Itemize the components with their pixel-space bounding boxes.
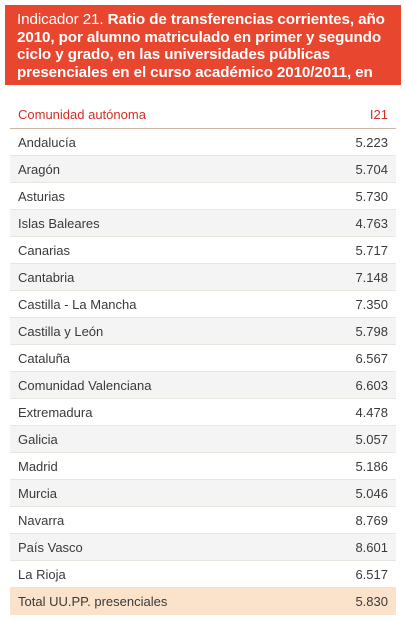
row-name: Galicia: [18, 431, 58, 447]
row-value: 5.057: [355, 431, 388, 447]
column-header-community: Comunidad autónoma: [18, 107, 146, 122]
row-name: Andalucía: [18, 134, 76, 150]
row-name: Cantabria: [18, 269, 75, 285]
table-row: Asturias 5.730: [10, 183, 396, 210]
row-name: Canarias: [18, 242, 71, 258]
indicator-title: Ratio de transferencias corrientes, año …: [17, 11, 385, 99]
table-row: Islas Baleares 4.763: [10, 210, 396, 237]
row-value: 8.601: [355, 539, 388, 555]
total-value: 5.830: [355, 594, 388, 609]
table-row: Murcia 5.046: [10, 480, 396, 507]
row-value: 8.769: [355, 512, 388, 528]
row-value: 5.717: [355, 242, 388, 258]
row-value: 6.603: [355, 377, 388, 393]
row-value: 5.798: [355, 323, 388, 339]
row-name: Murcia: [18, 485, 58, 501]
row-name: Castilla y León: [18, 323, 104, 339]
total-row: Total UU.PP. presenciales 5.830: [10, 588, 396, 615]
row-name: País Vasco: [18, 539, 83, 555]
row-value: 5.730: [355, 188, 388, 204]
row-name: Comunidad Valenciana: [18, 377, 152, 393]
table-row: Comunidad Valenciana 6.603: [10, 372, 396, 399]
row-value: 4.478: [355, 404, 388, 420]
table-row: Aragón 5.704: [10, 156, 396, 183]
row-value: 7.148: [355, 269, 388, 285]
table-header: Comunidad autónoma I21: [10, 101, 396, 129]
row-name: Extremadura: [18, 404, 93, 420]
row-value: 4.763: [355, 215, 388, 231]
table-row: Cataluña 6.567: [10, 345, 396, 372]
row-name: Asturias: [18, 188, 65, 204]
row-value: 5.186: [355, 458, 388, 474]
row-value: 5.704: [355, 161, 388, 177]
table-row: Castilla y León 5.798: [10, 318, 396, 345]
row-name: Castilla - La Mancha: [18, 296, 137, 312]
row-value: 5.046: [355, 485, 388, 501]
table-row: Andalucía 5.223: [10, 129, 396, 156]
row-name: Navarra: [18, 512, 65, 528]
table-row: Castilla - La Mancha 7.350: [10, 291, 396, 318]
row-name: Madrid: [18, 458, 58, 474]
row-name: Cataluña: [18, 350, 71, 366]
table-row: Cantabria 7.148: [10, 264, 396, 291]
column-header-i21: I21: [369, 107, 388, 122]
row-value: 6.567: [355, 350, 388, 366]
row-name: La Rioja: [18, 566, 66, 582]
indicator-label: Indicador 21.: [17, 11, 104, 28]
row-value: 6.517: [355, 566, 388, 582]
row-name: Islas Baleares: [18, 215, 100, 231]
table-row: Canarias 5.717: [10, 237, 396, 264]
table-row: Navarra 8.769: [10, 507, 396, 534]
table-row: La Rioja 6.517: [10, 561, 396, 588]
row-name: Aragón: [18, 161, 60, 177]
indicator-header: Indicador 21. Ratio de transferencias co…: [5, 5, 401, 98]
row-value: 7.350: [355, 296, 388, 312]
table-row: Galicia 5.057: [10, 426, 396, 453]
table-row: Extremadura 4.478: [10, 399, 396, 426]
total-label: Total UU.PP. presenciales: [18, 594, 168, 609]
row-value: 5.223: [355, 134, 388, 150]
table-row: Madrid 5.186: [10, 453, 396, 480]
table-row: País Vasco 8.601: [10, 534, 396, 561]
data-table: Comunidad autónoma I21 Andalucía 5.223 A…: [10, 101, 396, 615]
